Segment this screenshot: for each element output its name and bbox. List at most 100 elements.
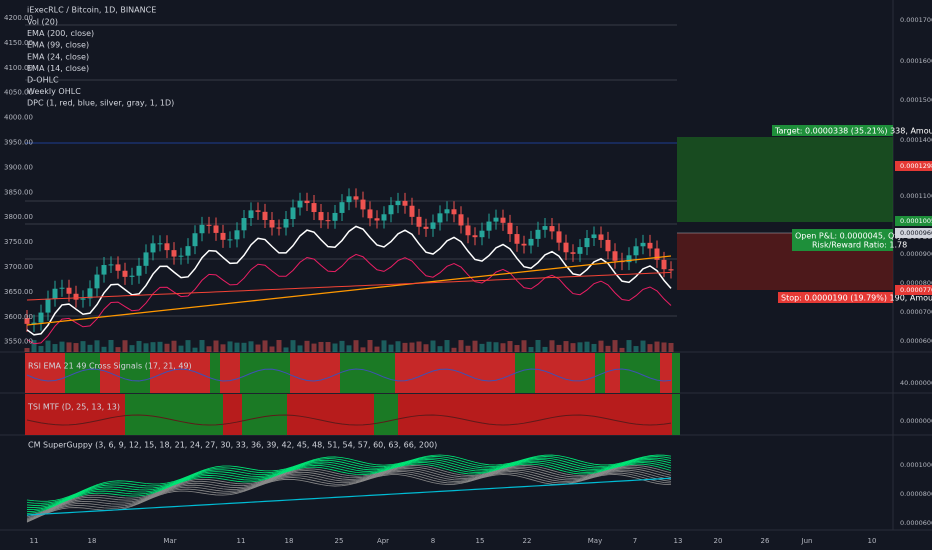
volume-bar bbox=[192, 347, 198, 352]
ema-line bbox=[26, 471, 672, 521]
volume-bar bbox=[367, 340, 373, 352]
volume-bar bbox=[269, 346, 275, 352]
symbol-title: iExecRLC / Bitcoin, 1D, BINANCE bbox=[27, 6, 156, 15]
volume-bar bbox=[94, 340, 100, 352]
volume-bar bbox=[374, 346, 380, 352]
right-axis-label: 0.0000600 bbox=[900, 337, 932, 345]
pnl-label: Open P&L: 0.0000045, Qty: 2631576 bbox=[795, 232, 932, 241]
candle-body bbox=[339, 202, 345, 213]
indicator-label: D-OHLC bbox=[27, 76, 59, 85]
rsi-red-zones bbox=[25, 353, 672, 393]
candle-body bbox=[409, 205, 415, 217]
candle-body bbox=[178, 255, 184, 257]
volume-bar bbox=[395, 341, 401, 352]
volume-bar bbox=[556, 344, 562, 352]
candle-body bbox=[157, 243, 163, 245]
volume-bar bbox=[346, 345, 352, 352]
indicator-label: Vol (20) bbox=[27, 18, 58, 27]
candle-body bbox=[164, 243, 170, 251]
left-axis-label: 3550.00 bbox=[4, 338, 33, 346]
volume-bar bbox=[416, 341, 422, 352]
left-axis-label: 3650.00 bbox=[4, 288, 33, 296]
volume-bar bbox=[661, 342, 667, 352]
volume-bar bbox=[640, 340, 646, 352]
volume-bar bbox=[451, 347, 457, 352]
candle-body bbox=[283, 219, 289, 228]
volume-bar bbox=[444, 340, 450, 352]
volume-bar bbox=[570, 343, 576, 352]
pnl-badge bbox=[792, 229, 893, 251]
x-axis-label: 18 bbox=[88, 537, 97, 545]
volume-bar bbox=[654, 341, 660, 352]
x-axis-label: 25 bbox=[335, 537, 344, 545]
ema-line bbox=[26, 368, 672, 382]
candle-body bbox=[304, 200, 310, 204]
volume-bar bbox=[647, 344, 653, 352]
candle-body bbox=[227, 239, 233, 241]
candle-body bbox=[528, 238, 534, 246]
volume-bar bbox=[605, 345, 611, 352]
volume-bar bbox=[577, 342, 583, 352]
volume-bar bbox=[122, 340, 128, 352]
left-axis-label: 4000.00 bbox=[4, 114, 33, 122]
candle-body bbox=[115, 264, 121, 271]
ema-line bbox=[26, 460, 672, 510]
volume-bar bbox=[409, 342, 415, 352]
right-axis-label: 0.0001600 bbox=[900, 57, 932, 65]
ema-line bbox=[26, 462, 672, 513]
candle-body bbox=[353, 196, 359, 200]
candle-body bbox=[570, 252, 576, 254]
indicator-label: EMA (14, close) bbox=[27, 64, 89, 73]
tsi-zone bbox=[25, 394, 680, 435]
volume-bar bbox=[591, 343, 597, 352]
volume-bar bbox=[150, 342, 156, 352]
volume-bar bbox=[626, 340, 632, 352]
stop-label: Stop: 0.0000190 (19.79%) 190, Amount: 1 bbox=[781, 294, 932, 303]
right-axis-label: 0.0000800 bbox=[900, 490, 932, 498]
volume-bar bbox=[38, 345, 44, 352]
candle-body bbox=[640, 242, 646, 247]
x-axis-label: 7 bbox=[633, 537, 637, 545]
right-axis-label: 0.0001000 bbox=[900, 461, 932, 469]
candle-body bbox=[94, 274, 100, 289]
candle-body bbox=[584, 238, 590, 248]
candle-body bbox=[591, 234, 597, 239]
volume-bar bbox=[584, 341, 590, 352]
candle-body bbox=[290, 207, 296, 220]
ema-line bbox=[26, 456, 672, 504]
volume-bar bbox=[668, 342, 674, 352]
indicator-label: EMA (99, close) bbox=[27, 41, 89, 50]
candle-body bbox=[136, 265, 142, 276]
right-axis-label: 0.0001500 bbox=[900, 96, 932, 104]
volume-bar bbox=[535, 340, 541, 352]
volume-bar bbox=[521, 340, 527, 352]
candle-body bbox=[521, 243, 527, 246]
candle-body bbox=[661, 259, 667, 270]
volume-bar bbox=[129, 345, 135, 352]
left-axis-label: 3600.00 bbox=[4, 313, 33, 321]
target-label: Target: 0.0000338 (35.21%) 338, Amount: … bbox=[774, 127, 932, 136]
candle-body bbox=[465, 225, 471, 236]
x-axis-label: May bbox=[588, 537, 602, 545]
candle-body bbox=[493, 217, 499, 222]
right-axis-label: 0.0000960 bbox=[900, 229, 932, 237]
candle-body bbox=[143, 252, 149, 266]
volume-bar bbox=[633, 346, 639, 352]
x-axis-label: 18 bbox=[285, 537, 294, 545]
candle-body bbox=[311, 203, 317, 213]
volume-bar bbox=[325, 342, 331, 352]
candle-body bbox=[31, 322, 37, 324]
candle-body bbox=[556, 231, 562, 243]
right-axis-label: 0.0000900 bbox=[900, 250, 932, 258]
ema-line bbox=[26, 477, 672, 516]
candle-body bbox=[668, 269, 674, 271]
volume-bar bbox=[157, 341, 163, 352]
volume-bar bbox=[143, 343, 149, 352]
candle-body bbox=[297, 200, 303, 208]
candle-body bbox=[52, 288, 58, 299]
ema-line bbox=[26, 454, 672, 502]
volume-bar bbox=[465, 345, 471, 352]
candle-body bbox=[479, 230, 485, 238]
